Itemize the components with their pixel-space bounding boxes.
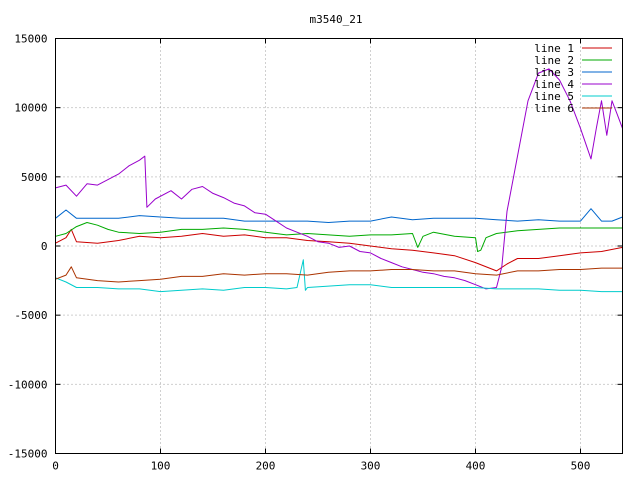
x-tick-label: 500	[571, 460, 591, 473]
series-line-3	[55, 208, 623, 223]
y-tick-label: 5000	[21, 171, 48, 184]
legend-label: line 5	[534, 90, 574, 103]
chart-title: m3540_21	[310, 13, 363, 26]
x-tick-label: 100	[151, 460, 171, 473]
y-tick-label: 10000	[14, 102, 47, 115]
legend-label: line 6	[534, 102, 574, 115]
y-tick-label: -10000	[8, 378, 48, 391]
legend-label: line 3	[534, 66, 574, 79]
y-tick-label: -5000	[14, 309, 47, 322]
legend-label: line 4	[534, 78, 574, 91]
legend-label: line 1	[534, 42, 574, 55]
y-tick-label: 0	[41, 240, 48, 253]
series-group	[55, 68, 623, 293]
series-line-1	[55, 228, 623, 272]
series-line-2	[55, 222, 623, 252]
y-tick-label: -15000	[8, 448, 48, 461]
series-line-5	[55, 259, 623, 293]
axis-ticks: 0 100 200 300 400 500 -15000 -10000 -5000 0 5000 10…	[8, 33, 623, 473]
legend-label: line 2	[534, 54, 574, 67]
x-tick-label: 300	[361, 460, 381, 473]
plot-frame	[55, 38, 623, 454]
x-tick-label: 0	[52, 460, 59, 473]
x-tick-label: 200	[256, 460, 276, 473]
series-line-6	[55, 266, 623, 283]
grid	[55, 38, 623, 454]
y-tick-label: 15000	[14, 33, 47, 46]
x-tick-label: 400	[466, 460, 486, 473]
series-line-4	[55, 68, 623, 290]
